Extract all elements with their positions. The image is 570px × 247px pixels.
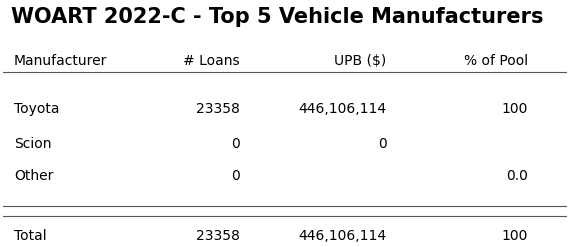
Text: 100: 100	[502, 229, 528, 243]
Text: 23358: 23358	[196, 229, 240, 243]
Text: 0: 0	[378, 137, 386, 151]
Text: Manufacturer: Manufacturer	[14, 54, 107, 68]
Text: Toyota: Toyota	[14, 102, 60, 116]
Text: 0.0: 0.0	[506, 169, 528, 183]
Text: Other: Other	[14, 169, 54, 183]
Text: 23358: 23358	[196, 102, 240, 116]
Text: 446,106,114: 446,106,114	[299, 229, 386, 243]
Text: 0: 0	[231, 137, 240, 151]
Text: Scion: Scion	[14, 137, 51, 151]
Text: 0: 0	[231, 169, 240, 183]
Text: 100: 100	[502, 102, 528, 116]
Text: # Loans: # Loans	[183, 54, 240, 68]
Text: UPB ($): UPB ($)	[335, 54, 386, 68]
Text: % of Pool: % of Pool	[463, 54, 528, 68]
Text: 446,106,114: 446,106,114	[299, 102, 386, 116]
Text: Total: Total	[14, 229, 47, 243]
Text: WOART 2022-C - Top 5 Vehicle Manufacturers: WOART 2022-C - Top 5 Vehicle Manufacture…	[11, 7, 544, 27]
